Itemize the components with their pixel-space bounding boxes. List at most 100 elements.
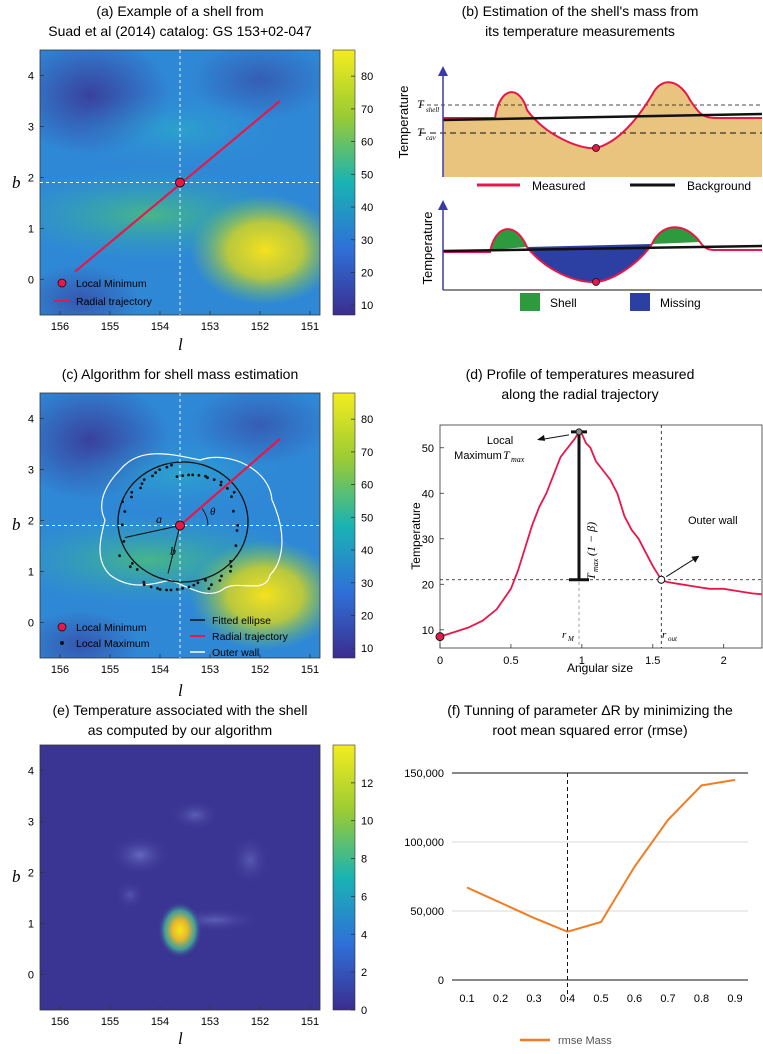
local-maximum-point — [236, 523, 240, 527]
panel-e-colorbar — [332, 744, 356, 1011]
t-shell-sub: shell — [426, 106, 439, 114]
r-out-label: r — [662, 629, 667, 641]
panel-e: (e) Temperature associated with the shel… — [12, 702, 373, 1048]
panel-b-lower-plot: Temperature — [420, 200, 763, 291]
panel-a-ylabel: b — [12, 173, 21, 192]
local-maximum-point — [158, 468, 162, 471]
panel-c-title: (c) Algorithm for shell mass estimation — [62, 366, 299, 382]
x-tick-label: 152 — [251, 664, 269, 676]
panel-e-title-1: (e) Temperature associated with the shel… — [53, 702, 308, 718]
local-maximum-point — [151, 474, 154, 478]
r-out-sub: out — [668, 635, 678, 643]
colorbar-tick-label: 10 — [361, 816, 373, 828]
x-tick-label: 0.2 — [493, 993, 508, 1005]
local-maximum-point — [121, 500, 124, 504]
local-maximum-point — [158, 588, 162, 591]
panel-c-ylabel: b — [12, 515, 21, 534]
y-tick-label: 4 — [28, 413, 34, 425]
panel-c-axes: 156 155 154 153 152 151 0 1 2 3 4 — [28, 413, 319, 676]
x-tick-label: 152 — [251, 321, 269, 333]
local-max-annot-1: Local — [487, 435, 513, 447]
local-maximum-point — [187, 473, 191, 477]
upper-y-arrow — [438, 66, 448, 76]
colorbar-tick-label: 20 — [361, 267, 373, 279]
colorbar-tick-label: 30 — [361, 235, 373, 247]
x-tick-label: 0.1 — [459, 993, 474, 1005]
local-maximum-point — [229, 565, 233, 568]
y-tick-label: 0 — [438, 975, 444, 987]
x-tick-label: 0.8 — [694, 993, 709, 1005]
local-maximum-point — [232, 509, 235, 513]
y-tick-label: 20 — [422, 579, 434, 591]
panel-d-title-2: along the radial trajectory — [501, 386, 658, 402]
background-line — [442, 112, 763, 122]
colorbar-tick-label: 30 — [361, 578, 373, 590]
x-tick-label: 153 — [201, 1016, 219, 1028]
x-tick-label: 156 — [51, 664, 69, 676]
local-maximum-point — [232, 490, 236, 494]
local-maximum-point — [234, 544, 238, 548]
r-m-sub: M — [567, 635, 575, 643]
local-maximum-point — [130, 562, 134, 565]
local-minimum-marker — [175, 520, 185, 531]
colorbar-tick-label: 70 — [361, 104, 373, 116]
panel-e-colorbar-ticks: 0 2 4 6 8 10 12 — [351, 778, 373, 1017]
colorbar-tick-label: 40 — [361, 202, 373, 214]
x-tick-label: 155 — [101, 1016, 119, 1028]
panel-a-legend: Local Minimum Radial trajectory — [54, 278, 153, 308]
y-tick-label: 0 — [28, 617, 34, 629]
colorbar-tick-label: 6 — [361, 891, 367, 903]
panel-d-frame — [439, 424, 763, 649]
local-max-annot-2: Maximum — [454, 450, 502, 462]
colorbar-tick-label: 80 — [361, 71, 373, 83]
panel-a-overlay — [40, 50, 320, 315]
x-tick-label: 156 — [51, 1016, 69, 1028]
panel-d-plot: 0 0.5 1 1.5 2 10 20 30 40 50 — [422, 425, 763, 667]
x-tick-label: 152 — [251, 1016, 269, 1028]
colorbar-tick-label: 80 — [361, 414, 373, 426]
shell-area-left — [490, 228, 527, 250]
panel-d-ylabel: Temperature — [409, 502, 423, 570]
panel-b-title-1: (b) Estimation of the shell's mass from — [462, 3, 699, 19]
local-maximum-point — [219, 480, 223, 484]
legend-shell-swatch — [520, 293, 540, 311]
y-tick-label: 40 — [422, 488, 434, 500]
x-tick-label: 156 — [51, 321, 69, 333]
panel-a-colorbar-ticks: 10 20 30 40 50 60 70 80 — [351, 71, 373, 312]
y-tick-label: 3 — [28, 816, 34, 828]
local-maximum-point — [191, 473, 195, 477]
legend-missing-swatch — [630, 293, 650, 311]
colorbar-tick-label: 10 — [361, 300, 373, 312]
panel-a-title-2: Suad et al (2014) catalog: GS 153+02-047 — [48, 23, 312, 39]
y-tick-label: 4 — [28, 765, 34, 777]
ellipse-axis-b-label: b — [170, 544, 176, 558]
temperature-profile — [439, 430, 763, 638]
panel-e-axes: 156 155 154 153 152 151 0 1 2 3 4 — [28, 765, 319, 1028]
local-maximum-point — [123, 510, 127, 513]
y-tick-label: 1 — [28, 918, 34, 930]
local-maximum-point — [206, 476, 209, 480]
local-maximum-point — [210, 583, 213, 587]
lower-ylabel: Temperature — [420, 212, 435, 285]
legend-rmse-label: rmse Mass — [558, 1035, 612, 1047]
colorbar-tick-label: 12 — [361, 778, 373, 790]
y-tick-label: 10 — [422, 625, 434, 637]
c-legend-minimum-label: Local Minimum — [76, 622, 147, 634]
local-maximum-point — [169, 588, 173, 592]
local-max-annot-sub: max — [511, 455, 525, 464]
y-tick-label: 50,000 — [410, 906, 444, 918]
x-tick-label: 151 — [301, 321, 319, 333]
local-maximum-point — [120, 523, 124, 527]
x-tick-label: 0.3 — [526, 993, 541, 1005]
local-maximum-point — [187, 585, 191, 589]
outer-wall-arrow-head — [691, 555, 700, 563]
panel-a-title-1: (a) Example of a shell from — [96, 3, 263, 19]
local-maximum-point — [204, 474, 207, 478]
panel-c-colorbar-ticks: 10 20 30 40 50 60 70 80 — [351, 414, 373, 655]
panel-b-title-2: its temperature measurements — [485, 23, 675, 39]
local-maximum-point — [139, 486, 143, 490]
y-tick-label: 2 — [28, 172, 34, 184]
local-maximum-point — [219, 483, 223, 487]
ellipse-axis-b — [167, 525, 181, 574]
legend-measured-label: Measured — [532, 179, 585, 193]
